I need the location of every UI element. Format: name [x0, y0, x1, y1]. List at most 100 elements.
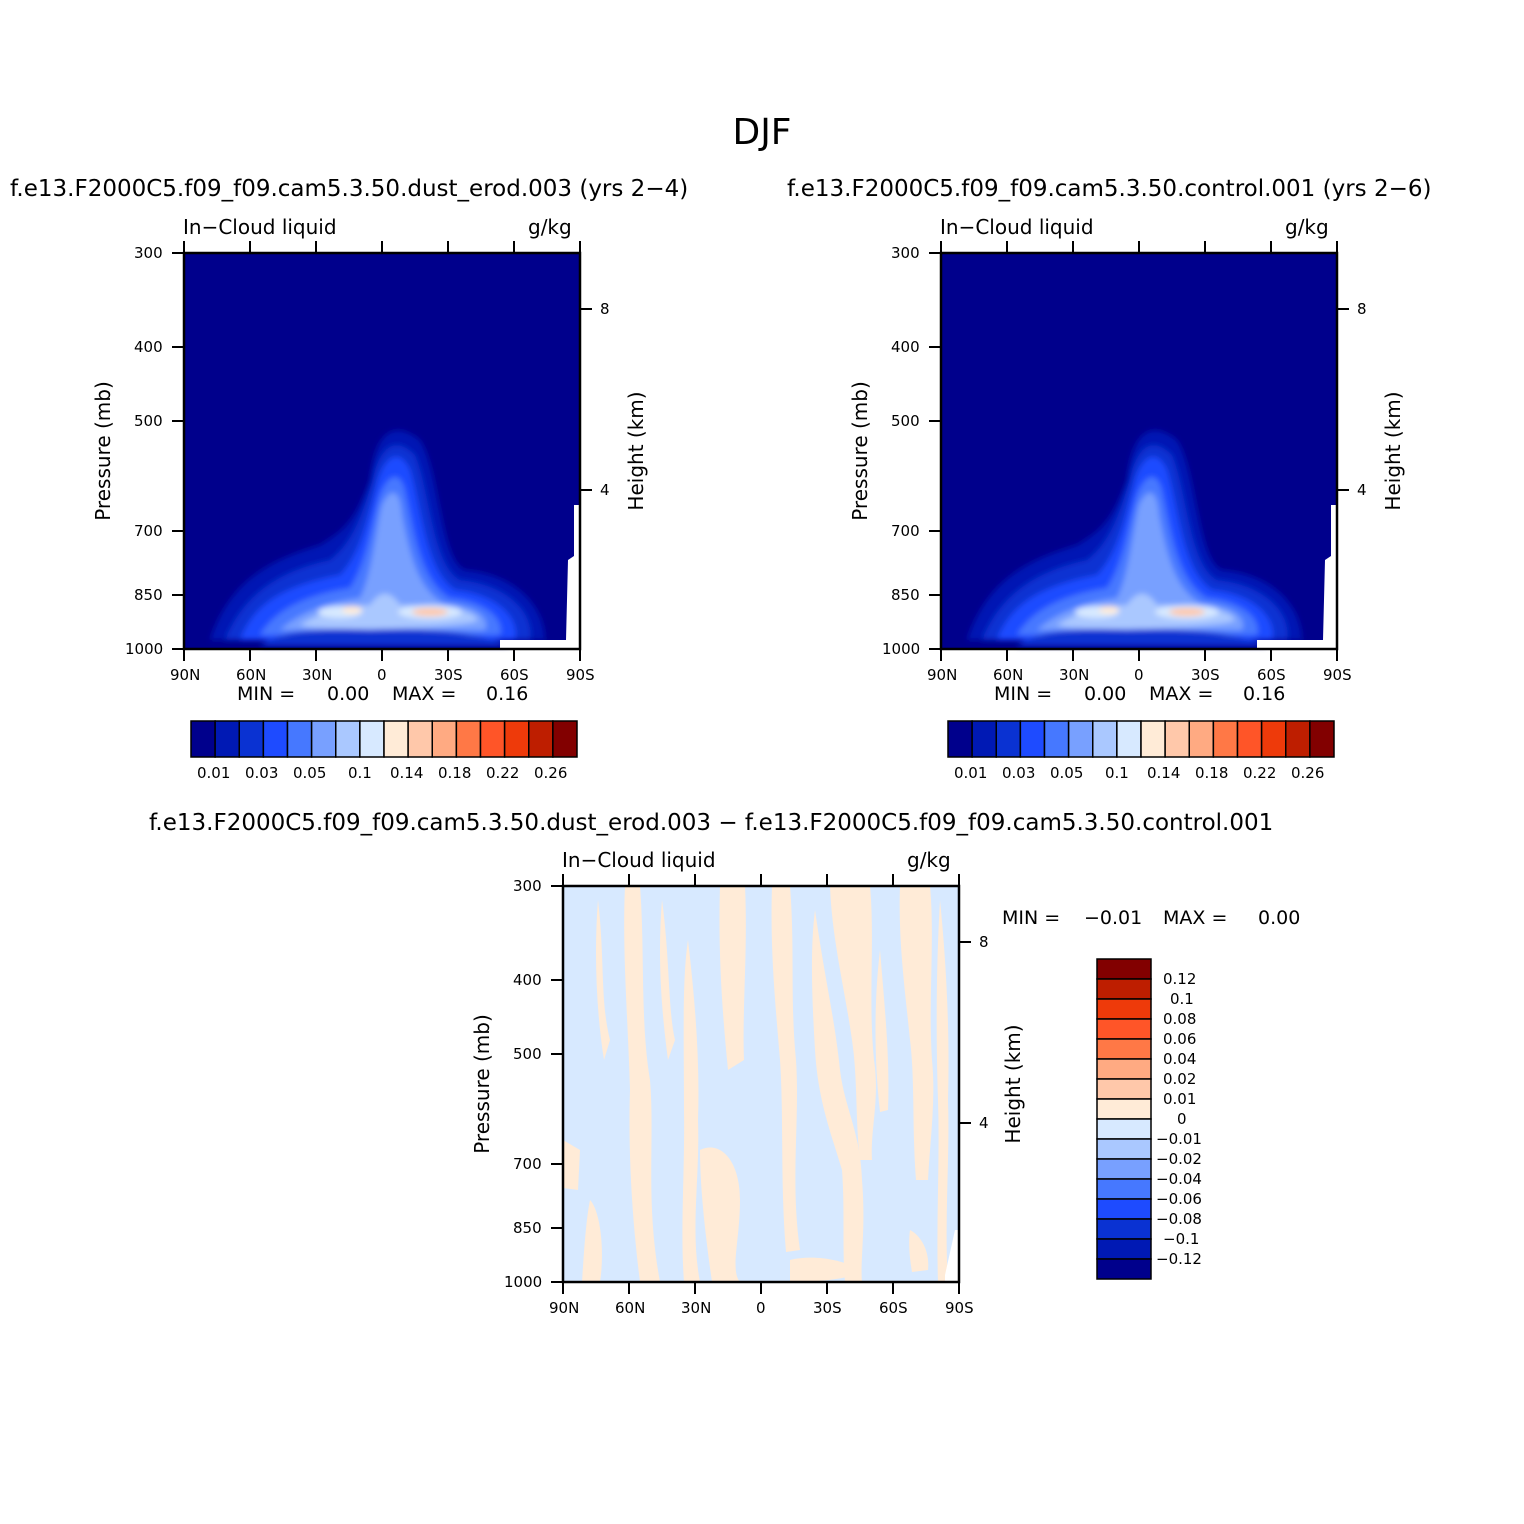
panel-1-cb-label-1: 0.03 — [245, 764, 279, 782]
panel-1-xtick-0: 0 — [377, 666, 387, 684]
panel-2-ytick-400: 400 — [891, 338, 920, 356]
main-title: DJF — [732, 112, 792, 153]
panel-2-cb-label-6: 0.22 — [1243, 764, 1277, 782]
colorbar-swatch — [528, 720, 554, 758]
panel-3-min-label: MIN = — [1002, 907, 1061, 929]
panel-3-cb-label-3: 0.06 — [1163, 1030, 1197, 1048]
panel-3-xtick-90n: 90N — [549, 1299, 580, 1317]
colorbar-swatch — [1096, 1018, 1152, 1040]
colorbar-swatch — [455, 720, 482, 758]
panel-1-xtick-30n: 30N — [302, 666, 333, 684]
panel-1-y2tick-4: 4 — [600, 481, 610, 499]
panel-2-xtick-60n: 60N — [993, 666, 1024, 684]
panel-1-min-value: 0.00 — [327, 683, 370, 705]
panel-3-ytick-850: 850 — [513, 1219, 542, 1237]
panel-3-xtick-90s: 90S — [945, 1299, 974, 1317]
colorbar-swatch — [1096, 1198, 1152, 1220]
colorbar-swatch — [1096, 1218, 1152, 1240]
panel-1-xtick-60s: 60S — [500, 666, 529, 684]
panel-1-min-label: MIN = — [237, 683, 296, 705]
panel-2-ytick-1000: 1000 — [882, 640, 921, 658]
panel-1-cb-label-6: 0.22 — [486, 764, 520, 782]
panel-2-cb-label-0: 0.01 — [954, 764, 988, 782]
panel-3-y2tick-4: 4 — [979, 1114, 989, 1132]
panel-2-xtick-30n: 30N — [1059, 666, 1090, 684]
panel-3-cb-label-8: −0.01 — [1156, 1130, 1202, 1148]
panel-2-title: f.e13.F2000C5.f09_f09.cam5.3.50.control.… — [787, 176, 1432, 202]
panel-1-xtick-60n: 60N — [236, 666, 267, 684]
colorbar-swatch — [286, 720, 313, 758]
panel-3-xtick-60s: 60S — [879, 1299, 908, 1317]
colorbar-swatch — [1096, 1138, 1152, 1160]
panel-2-ytick-300: 300 — [891, 244, 920, 262]
panel-1-xtick-90s: 90S — [566, 666, 595, 684]
panel-2-units: g/kg — [1285, 215, 1329, 239]
panel-3-field — [563, 886, 959, 1282]
colorbar-swatch — [947, 720, 973, 758]
panel-2-xtick-0: 0 — [1134, 666, 1144, 684]
panel-2-max-label: MAX = — [1149, 683, 1214, 705]
panel-1-ytick-500: 500 — [134, 412, 163, 430]
panel-1-colorbar — [190, 720, 578, 758]
panel-2-y2tick-8: 8 — [1357, 300, 1367, 318]
panel-1-ytick-300: 300 — [134, 244, 163, 262]
panel-1-max-label: MAX = — [392, 683, 457, 705]
panel-3-cb-label-13: −0.1 — [1163, 1230, 1200, 1248]
panel-2-ytick-500: 500 — [891, 412, 920, 430]
colorbar-swatch — [383, 720, 409, 758]
panel-2-ytick-850: 850 — [891, 586, 920, 604]
panel-3-ticks — [551, 874, 971, 1294]
colorbar-swatch — [310, 720, 337, 758]
panel-1-y2tick-8: 8 — [600, 300, 610, 318]
panel-1-ticks — [172, 241, 592, 661]
panel-3-ytick-300: 300 — [513, 877, 542, 895]
panel-3-max-value: 0.00 — [1258, 907, 1301, 929]
panel-2-ytick-700: 700 — [891, 522, 920, 540]
colorbar-swatch — [1096, 1258, 1152, 1280]
colorbar-swatch — [1236, 720, 1263, 758]
panel-3-cb-label-6: 0.01 — [1163, 1090, 1197, 1108]
panel-3-cb-label-11: −0.06 — [1156, 1190, 1202, 1208]
panel-3-cb-label-4: 0.04 — [1163, 1050, 1197, 1068]
colorbar-swatch — [1188, 720, 1215, 758]
colorbar-swatch — [1164, 720, 1190, 758]
colorbar-swatch — [1096, 998, 1152, 1020]
panel-1-ytick-700: 700 — [134, 522, 163, 540]
panel-2-cb-label-3: 0.1 — [1105, 764, 1129, 782]
panel-3-xtick-60n: 60N — [615, 1299, 646, 1317]
panel-3-xtick-30s: 30S — [813, 1299, 842, 1317]
panel-3-cb-label-0: 0.12 — [1163, 970, 1197, 988]
colorbar-swatch — [1067, 720, 1094, 758]
colorbar-swatch — [479, 720, 506, 758]
panel-2-xtick-90s: 90S — [1323, 666, 1352, 684]
colorbar-swatch — [1096, 1098, 1152, 1120]
panel-3-ytick-1000: 1000 — [504, 1273, 543, 1291]
panel-3-ytick-400: 400 — [513, 971, 542, 989]
panel-3-ytick-700: 700 — [513, 1155, 542, 1173]
panel-1-units: g/kg — [528, 215, 572, 239]
panel-1-cb-label-4: 0.14 — [390, 764, 424, 782]
panel-1-ytick-850: 850 — [134, 586, 163, 604]
colorbar-swatch — [1096, 1118, 1152, 1140]
panel-2-xtick-60s: 60S — [1257, 666, 1286, 684]
colorbar-swatch — [1096, 1038, 1152, 1060]
panel-3-cb-label-2: 0.08 — [1163, 1010, 1197, 1028]
panel-1-field — [184, 253, 580, 649]
panel-2-min-label: MIN = — [994, 683, 1053, 705]
colorbar-swatch — [1096, 1238, 1152, 1260]
colorbar-swatch — [1096, 1058, 1152, 1080]
panel-3-title: f.e13.F2000C5.f09_f09.cam5.3.50.dust_ero… — [149, 810, 1274, 836]
panel-3-cb-label-5: 0.02 — [1163, 1070, 1197, 1088]
panel-3-y2tick-8: 8 — [979, 933, 989, 951]
panel-3-left-string: In−Cloud liquid — [562, 848, 716, 872]
panel-3-colorbar — [1096, 958, 1152, 1280]
panel-1-cb-label-3: 0.1 — [348, 764, 372, 782]
panel-1-ytick-1000: 1000 — [125, 640, 164, 658]
colorbar-swatch — [1096, 958, 1152, 980]
panel-3-min-value: −0.01 — [1084, 907, 1143, 929]
panel-3-cb-label-12: −0.08 — [1156, 1210, 1202, 1228]
panel-1-left-string: In−Cloud liquid — [183, 215, 337, 239]
colorbar-swatch — [971, 720, 997, 758]
